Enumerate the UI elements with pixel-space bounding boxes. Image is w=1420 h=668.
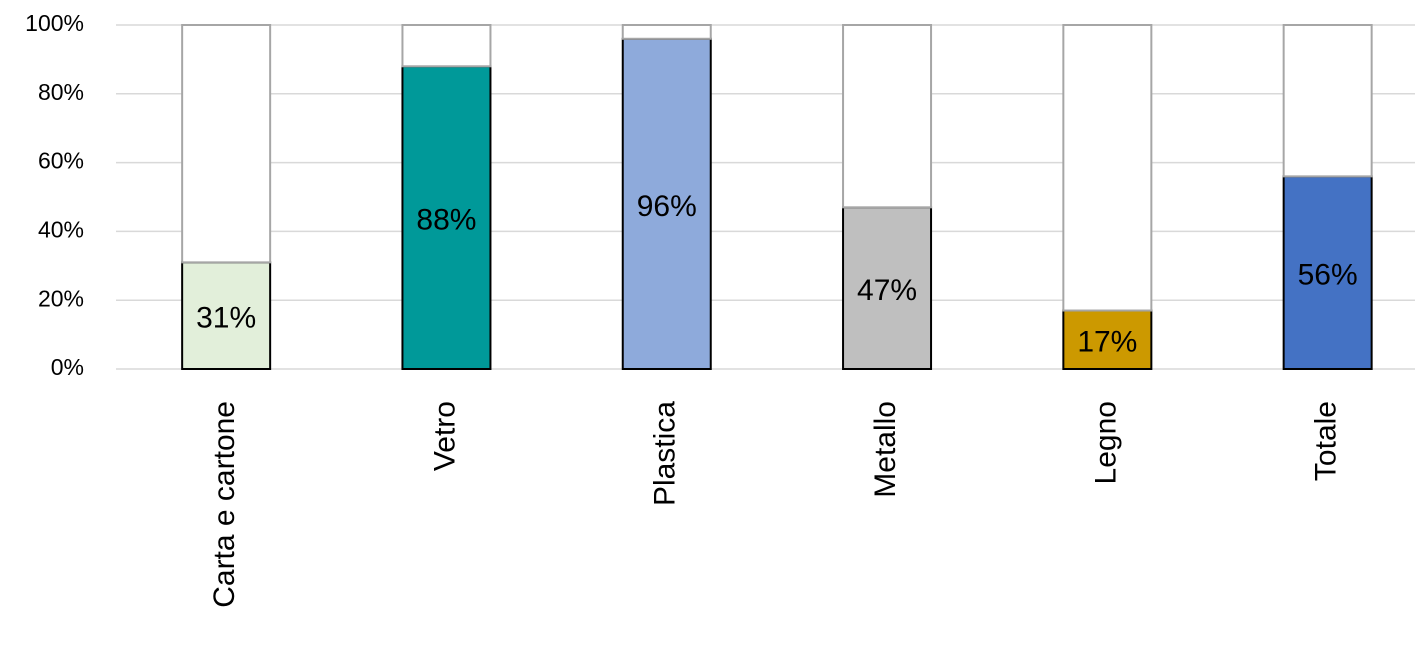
y-tick-label: 20%: [38, 285, 84, 311]
bar-segment: [1282, 175, 1373, 370]
data-label: 47%: [857, 274, 917, 307]
bar-segment: [621, 37, 712, 370]
bar-segment: [181, 261, 272, 370]
data-label: 17%: [1077, 326, 1137, 359]
y-tick-label: 100%: [25, 10, 84, 36]
bar-segment: [842, 24, 933, 209]
bar-segment: [1062, 24, 1153, 312]
bar-segment: [1282, 24, 1373, 178]
bar-segment: [621, 24, 712, 40]
x-tick-label: Carta e cartone: [208, 401, 241, 608]
bar-segment: [1062, 309, 1153, 370]
y-tick-label: 40%: [38, 216, 84, 242]
bar-segment: [401, 65, 492, 370]
x-tick-label: Metallo: [869, 401, 902, 498]
y-tick-label: 80%: [38, 79, 84, 105]
bar-segment: [181, 24, 272, 264]
data-label: 96%: [637, 190, 697, 223]
x-tick-label: Vetro: [428, 401, 461, 471]
data-label: 31%: [196, 302, 256, 335]
x-tick-label: Legno: [1089, 401, 1122, 484]
data-label: 56%: [1298, 259, 1358, 292]
y-tick-label: 0%: [51, 354, 84, 380]
bar-segment: [401, 24, 492, 68]
x-tick-label: Totale: [1310, 401, 1343, 481]
data-label: 88%: [416, 204, 476, 237]
x-tick-label: Plastica: [649, 401, 682, 506]
y-tick-label: 60%: [38, 148, 84, 174]
